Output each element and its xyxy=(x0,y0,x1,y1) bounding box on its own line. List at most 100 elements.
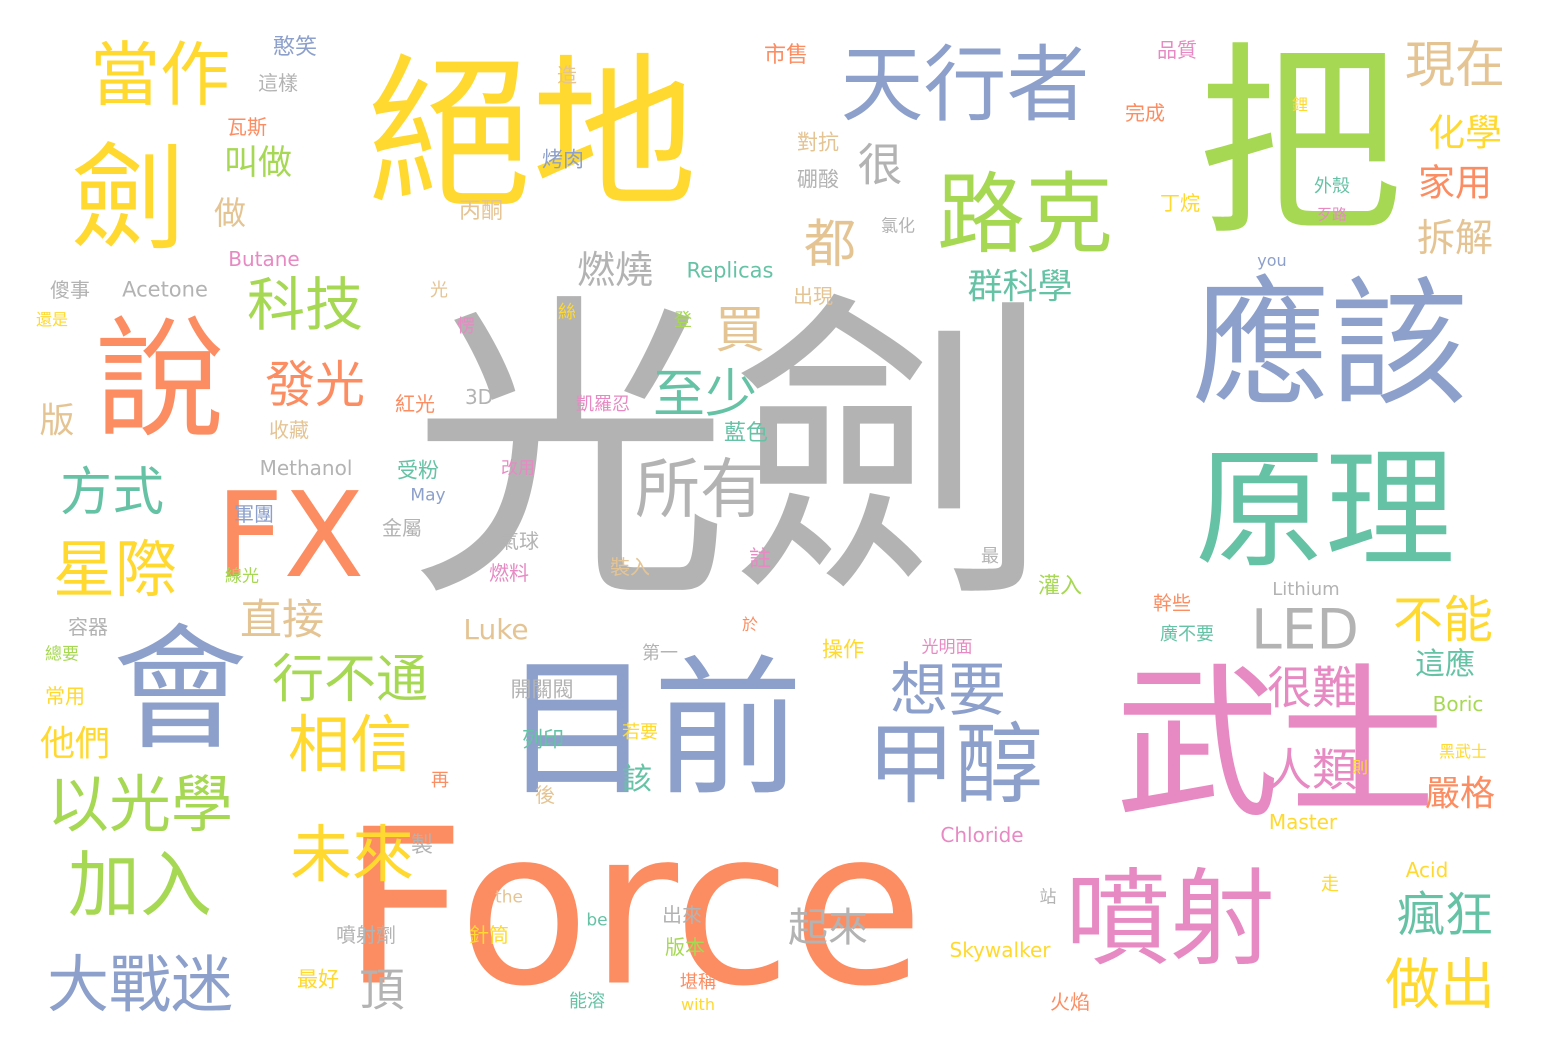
word-term-54: 版 xyxy=(39,401,75,442)
word-term-89: 出現 xyxy=(793,284,833,308)
word-boric: Boric xyxy=(1432,692,1484,716)
word-term-17: 所有 xyxy=(634,452,766,528)
word-term-74: 烤肉 xyxy=(542,147,584,172)
word-term-125: 出來 xyxy=(662,903,702,927)
word-term-128: 噴射劑 xyxy=(336,923,396,947)
word-term-23: 相信 xyxy=(287,708,413,781)
word-term-3: 把 xyxy=(1197,25,1403,264)
word-term-31: 買 xyxy=(715,301,765,359)
word-term-85: 光 xyxy=(430,280,448,301)
word-term-84: 還是 xyxy=(35,310,69,329)
word-term-26: 行不通 xyxy=(271,650,429,710)
word-term-36: 不能 xyxy=(1393,591,1493,649)
word-term-129: 針筒 xyxy=(469,923,509,947)
word-term-14: 路克 xyxy=(936,163,1114,266)
word-term-79: 丁烷 xyxy=(1160,191,1200,215)
word-term-119: 黑武士 xyxy=(1438,742,1488,761)
word-term-99: 金屬 xyxy=(382,516,422,540)
word-term-8: 會 xyxy=(112,611,248,769)
word-term-127: 走 xyxy=(1321,874,1339,895)
word-term-10: 說 xyxy=(94,304,226,456)
word-term-33: 很 xyxy=(857,138,903,192)
word-with: with xyxy=(681,995,715,1014)
word-term-71: 品質 xyxy=(1157,38,1197,62)
word-term-48: 叫做 xyxy=(224,143,292,183)
word-term-87: 絲 xyxy=(558,302,576,323)
word-term-80: 外殼 xyxy=(1314,176,1350,197)
word-term-39: 瘋狂 xyxy=(1396,887,1494,943)
word-term-90: 紅光 xyxy=(395,392,435,416)
word-term-81: 歹路 xyxy=(1316,205,1348,224)
word-term-134: 能溶 xyxy=(569,991,605,1012)
word-term-111: 總要 xyxy=(45,644,79,665)
word-term-68: 瓦斯 xyxy=(227,115,267,139)
word-term-102: 裝入 xyxy=(610,555,650,579)
word-term-2: 絕地 xyxy=(367,38,697,231)
word-term-115: 常用 xyxy=(45,684,85,708)
word-luke: Luke xyxy=(463,613,529,646)
word-term-67: 這樣 xyxy=(258,71,298,95)
word-force: Force xyxy=(342,782,924,1034)
word-term-114: 第一 xyxy=(642,643,678,664)
word-term-25: 想要 xyxy=(889,656,1007,724)
word-term-126: 站 xyxy=(1039,887,1057,908)
word-acid: Acid xyxy=(1405,858,1449,882)
word-term-117: 列印 xyxy=(522,727,564,752)
word-led: LED xyxy=(1251,597,1359,662)
word-term-52: 他們 xyxy=(39,724,111,765)
word-term-73: 鋰 xyxy=(1291,95,1309,114)
word-term-42: 起來 xyxy=(788,905,868,951)
word-term-15: 天行者 xyxy=(840,36,1090,134)
word-term-6: 應該 xyxy=(1191,264,1469,425)
word-term-37: 很難 xyxy=(1266,661,1358,715)
word-term-34: 燃燒 xyxy=(576,248,654,292)
word-term-32: 都 xyxy=(803,215,857,275)
word-term-105: 灌入 xyxy=(1037,574,1083,599)
word-term-30: 至少 xyxy=(652,365,758,425)
word-term-47: 群科學 xyxy=(967,267,1073,308)
word-butane: Butane xyxy=(228,247,300,271)
word-term-93: 收藏 xyxy=(269,418,309,442)
word-term-94: 藍色 xyxy=(723,421,769,446)
word-term-21: 以光學 xyxy=(46,768,234,841)
word-term-16: 當作 xyxy=(90,34,230,116)
word-term-27: 科技 xyxy=(246,271,364,339)
word-term-28: 發光 xyxy=(265,356,365,414)
word-term-108: 於 xyxy=(741,615,759,634)
word-term-72: 完成 xyxy=(1125,101,1165,125)
word-term-24: 未來 xyxy=(289,818,415,891)
word-term-35: 直接 xyxy=(239,595,325,644)
word-term-95: 受粉 xyxy=(397,458,439,483)
word-term-53: 該 xyxy=(622,762,652,797)
word-term-120: 再 xyxy=(431,770,449,791)
word-term-51: 這應 xyxy=(1415,647,1475,682)
word-term-11: 劍 xyxy=(70,132,186,267)
word-term-109: 幹些 xyxy=(1152,592,1192,615)
word-term-40: 做出 xyxy=(1384,952,1496,1017)
word-replicas: Replicas xyxy=(686,258,774,283)
word-term-133: 堪稱 xyxy=(680,972,716,993)
word-term-43: 現在 xyxy=(1405,36,1505,94)
word-term-88: 登 xyxy=(674,310,692,331)
word-master: Master xyxy=(1268,810,1338,834)
word-term-29: 方式 xyxy=(59,463,165,523)
word-term-38: 人類 xyxy=(1266,743,1358,797)
word-term-46: 拆解 xyxy=(1416,216,1494,260)
word-term-136: 火焰 xyxy=(1050,990,1090,1014)
word-term-103: 註 xyxy=(748,547,772,572)
word-the: the xyxy=(495,887,523,908)
word-term-20: 加入 xyxy=(67,843,213,927)
word-may: May xyxy=(410,485,446,506)
word-term-121: 後 xyxy=(535,783,555,807)
word-term-118: 若要 xyxy=(622,722,658,743)
word-chloride: Chloride xyxy=(940,823,1024,847)
word-term-116: 開關閥 xyxy=(510,677,574,702)
word-3d: 3D xyxy=(464,385,494,409)
word-acetone: Acetone xyxy=(122,277,208,302)
word-term-113: 光明面 xyxy=(921,637,973,658)
word-term-22: 大戰迷 xyxy=(46,948,234,1021)
word-term-75: 對抗 xyxy=(797,130,839,155)
word-term-5: 目前 xyxy=(502,643,804,817)
word-term-12: 噴射 xyxy=(1064,858,1276,981)
